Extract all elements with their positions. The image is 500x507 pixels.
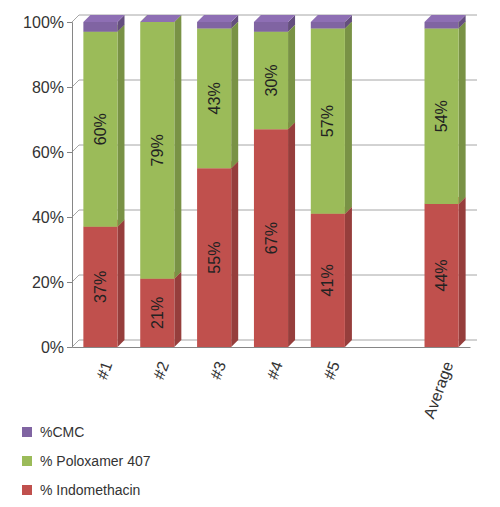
- data-label: 79%: [149, 134, 166, 166]
- bar: [197, 168, 231, 347]
- bar-side: [345, 22, 352, 214]
- x-tick-label: #5: [321, 359, 343, 382]
- legend-item: % Indomethacin: [22, 482, 140, 498]
- x-tick: #2: [150, 359, 172, 382]
- y-tick-label: 20%: [32, 274, 64, 291]
- y-tick-label: 0%: [41, 339, 64, 356]
- bar: [311, 22, 345, 29]
- data-label: 67%: [263, 222, 280, 254]
- y-axis: 0% 20% 40% 60% 80% 100%: [23, 14, 72, 356]
- data-label: 55%: [206, 242, 223, 274]
- grid: [72, 15, 477, 347]
- bar: [197, 29, 231, 169]
- bar: [425, 29, 459, 205]
- bars: [83, 15, 465, 347]
- bar-side: [459, 197, 466, 347]
- y-tick-mark: [67, 87, 72, 88]
- y-tick-mark: [67, 22, 72, 23]
- data-label: 30%: [263, 64, 280, 96]
- x-axis: #1 #2 #3 #4 #5 Average: [73, 348, 471, 421]
- x-tick-label: #1: [93, 359, 115, 382]
- x-tick-label: #3: [207, 359, 229, 382]
- bar: [83, 32, 117, 227]
- y-tick: 60%: [32, 144, 72, 161]
- bar-top: [140, 15, 181, 22]
- y-tick-label: 80%: [32, 79, 64, 96]
- bar-side: [117, 220, 124, 347]
- x-tick: #1: [93, 359, 115, 382]
- bar: [254, 32, 288, 130]
- x-tick-label: #4: [264, 359, 286, 382]
- y-tick-mark: [67, 282, 72, 283]
- legend-label: % Poloxamer 407: [40, 453, 151, 469]
- bar-side: [459, 22, 466, 205]
- legend-swatch: [22, 485, 32, 495]
- legend: %CMC % Poloxamer 407 % Indomethacin: [22, 424, 151, 498]
- bar-top: [254, 15, 295, 22]
- y-tick: 20%: [32, 274, 72, 291]
- bar-top: [140, 15, 181, 22]
- chart: 0% 20% 40% 60% 80% 100% #1 #2 #3 #4 #5 Average 37% 21…: [0, 0, 500, 507]
- bar-side: [174, 272, 181, 347]
- grid-line: [72, 15, 477, 22]
- bar: [140, 279, 174, 347]
- x-tick-label: #2: [150, 359, 172, 382]
- data-label: 60%: [92, 113, 109, 145]
- legend-label: % Indomethacin: [40, 482, 140, 498]
- legend-label: %CMC: [40, 424, 84, 440]
- x-tick: #5: [321, 359, 343, 382]
- y-tick: 0%: [41, 339, 72, 356]
- bar-top: [311, 15, 352, 22]
- bar: [311, 214, 345, 347]
- bar-top: [197, 15, 238, 22]
- bar-side: [345, 207, 352, 347]
- y-tick: 80%: [32, 79, 72, 96]
- y-tick: 40%: [32, 209, 72, 226]
- bar: [311, 29, 345, 214]
- bar-side: [288, 25, 295, 130]
- bar: [140, 22, 174, 23]
- data-label: 57%: [319, 105, 336, 137]
- x-tick-label: Average: [420, 359, 456, 421]
- bar-side: [117, 25, 124, 227]
- bar-top: [425, 15, 466, 22]
- y-tick-label: 40%: [32, 209, 64, 226]
- bar: [425, 22, 459, 29]
- bar: [140, 22, 174, 279]
- bar: [197, 22, 231, 29]
- x-axis-line: [73, 347, 471, 348]
- data-label: 37%: [92, 271, 109, 303]
- x-tick: #4: [264, 359, 286, 382]
- y-tick-mark: [67, 152, 72, 153]
- y-tick: 100%: [23, 14, 72, 31]
- bar-side: [288, 122, 295, 347]
- bar-side: [231, 22, 238, 169]
- data-label: 54%: [433, 100, 450, 132]
- data-label: 43%: [206, 82, 223, 114]
- y-axis-line: [67, 23, 73, 348]
- bar-side: [174, 15, 181, 279]
- bar-top: [83, 15, 124, 22]
- legend-swatch: [22, 427, 32, 437]
- legend-item: % Poloxamer 407: [22, 453, 151, 469]
- bar: [425, 204, 459, 347]
- y-tick-label: 100%: [23, 14, 64, 31]
- data-label: 44%: [433, 259, 450, 291]
- data-label: 21%: [149, 297, 166, 329]
- bar-side: [231, 161, 238, 347]
- y-tick-mark: [67, 217, 72, 218]
- bar: [83, 227, 117, 347]
- bar: [254, 129, 288, 347]
- x-tick: #3: [207, 359, 229, 382]
- bar: [254, 22, 288, 32]
- data-labels: 37% 21% 55% 67% 41% 44% 60% 79% 43% 30% 57% 54%: [92, 64, 450, 328]
- x-tick: Average: [420, 359, 456, 421]
- legend-swatch: [22, 456, 32, 466]
- data-label: 41%: [319, 264, 336, 296]
- legend-item: %CMC: [22, 424, 84, 440]
- y-tick-label: 60%: [32, 144, 64, 161]
- bar: [83, 22, 117, 32]
- y-tick-mark: [67, 347, 72, 348]
